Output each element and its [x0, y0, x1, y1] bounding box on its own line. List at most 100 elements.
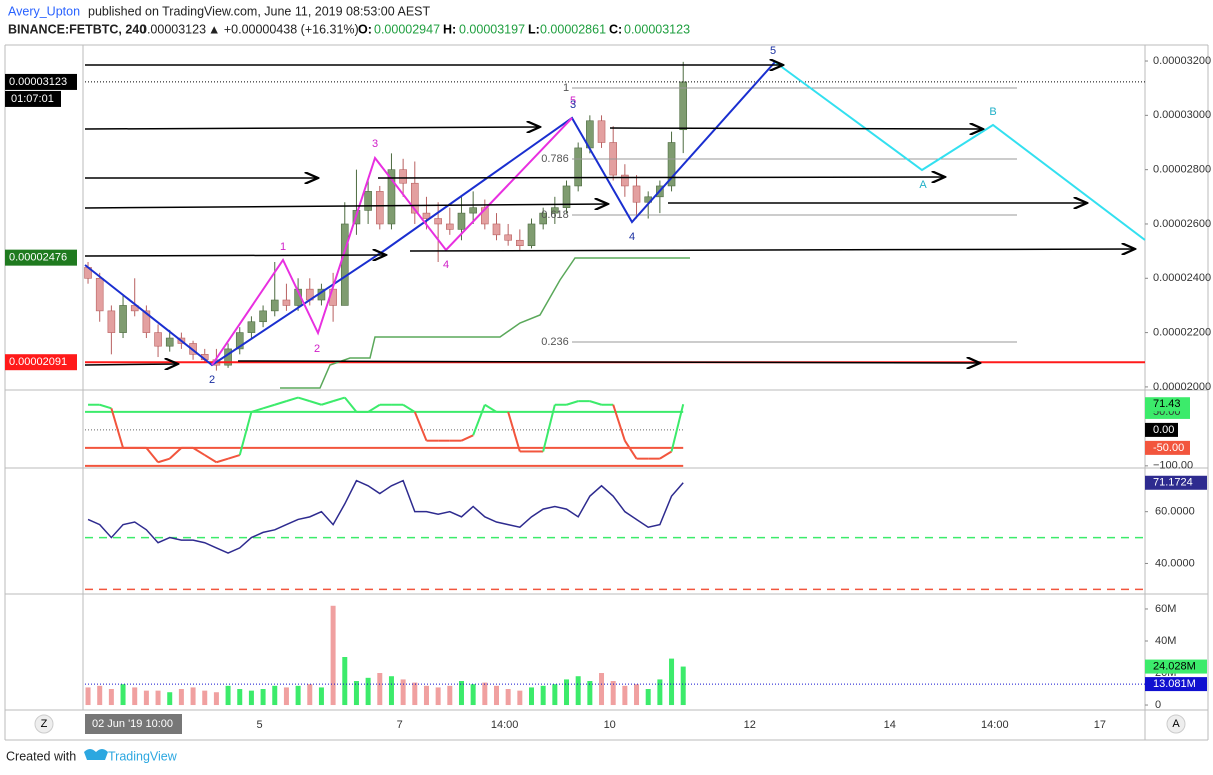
oscillator-segment — [507, 411, 521, 452]
candle-body — [282, 299, 291, 306]
author[interactable]: Avery_Upton — [8, 4, 80, 18]
o-key: O: — [358, 22, 372, 36]
y-tick-label: 0.00003200 — [1153, 55, 1211, 67]
volume-bar — [493, 685, 499, 706]
candle-body — [142, 310, 151, 333]
ma-badge-label: 13.081M — [1153, 678, 1196, 690]
h: 0.00003197 — [459, 22, 525, 36]
oscillator-segment — [670, 403, 685, 452]
candle-body — [562, 185, 571, 208]
volume-bar — [599, 673, 605, 706]
volume-bar — [132, 687, 138, 706]
volume-bar — [377, 673, 383, 706]
y-tick-label: 0.00 — [1153, 424, 1174, 436]
volume-bar — [225, 685, 231, 706]
last-badge-label: 71.43 — [1153, 398, 1181, 410]
volume-bar — [552, 684, 558, 706]
oscillator-segment — [472, 404, 486, 436]
oscillator-segment — [192, 447, 206, 456]
l: 0.00002861 — [540, 22, 606, 36]
candle-body — [154, 332, 162, 347]
x-tick-label: 14 — [884, 719, 896, 731]
candle-body — [387, 169, 396, 225]
price-badge-label: 0.00002091 — [9, 356, 67, 368]
scale-button[interactable] — [1166, 714, 1186, 734]
fib-label: 0.618 — [541, 209, 569, 221]
wave-label: 5 — [570, 95, 576, 107]
volume-bar — [412, 682, 418, 706]
oscillator-segment — [99, 403, 112, 410]
candle-body — [399, 169, 407, 184]
oscillator-segment — [589, 400, 602, 406]
candle-body — [667, 142, 676, 187]
volume-bar — [657, 679, 663, 706]
oscillator-segment — [238, 411, 253, 456]
candle-body — [481, 207, 489, 225]
l-key: L: — [528, 22, 540, 36]
volume-bar — [167, 692, 173, 706]
candle-body — [492, 223, 501, 236]
scale-button[interactable] — [34, 714, 54, 734]
marks: 5 7 14:00 10 12 14 14:00 170.000032000.00003000… — [5, 55, 1211, 731]
wave-label: 2 — [209, 374, 215, 386]
volume-bar — [330, 605, 336, 706]
change: ▲ +0.00000438 (+16.31%) — [208, 22, 359, 36]
frame — [4, 44, 1209, 741]
volume-bar — [482, 682, 488, 706]
volume-bar — [248, 690, 254, 706]
volume-bar — [202, 690, 208, 706]
candle-body — [410, 182, 419, 214]
candle-body — [446, 223, 454, 230]
y-tick-label: -50.00 — [1153, 442, 1184, 454]
candle-body — [270, 299, 279, 312]
last-badge — [1145, 659, 1207, 674]
logo — [84, 749, 108, 760]
volume-bar — [575, 676, 581, 706]
volume-bar — [260, 689, 266, 706]
volume-bar — [120, 684, 126, 706]
y-tick-label: 0.00003000 — [1153, 109, 1211, 121]
x-tick-label: 10 — [604, 719, 616, 731]
line-series — [87, 479, 684, 554]
candle-body — [597, 120, 606, 143]
volume-bar — [610, 681, 616, 706]
volume-bar — [529, 687, 535, 706]
wave-label: 3 — [372, 138, 378, 150]
volume-bar — [237, 689, 243, 706]
volume-bar — [190, 687, 196, 706]
volume-bar — [400, 679, 406, 706]
fib-label: 1 — [563, 82, 569, 94]
volume-bar — [213, 692, 219, 706]
volume-bar — [645, 689, 651, 706]
footer-brand[interactable]: TradingView — [108, 749, 178, 763]
volume-bar — [458, 681, 464, 706]
volume-bar — [564, 679, 570, 706]
x-tick-label: 7 — [397, 719, 403, 731]
volume-bar — [318, 687, 324, 706]
oscillator-segment — [286, 396, 299, 403]
oscillator-segment — [612, 404, 626, 441]
price-badge-label: 0.00003123 — [9, 76, 67, 88]
wave-label: A — [919, 179, 927, 191]
wave-label: 4 — [443, 259, 449, 271]
oscillator-segment — [367, 403, 381, 413]
scale-button-label[interactable]: Z — [41, 718, 48, 730]
y-tick-label: 0.00002800 — [1153, 164, 1211, 176]
candle-body — [679, 81, 688, 131]
volume-bar — [353, 681, 359, 706]
oscillator-segment — [274, 400, 287, 406]
candle-body — [621, 174, 629, 187]
oscillator-segment — [227, 454, 241, 460]
oscillator-segment — [309, 400, 322, 406]
ma-badge — [1145, 677, 1207, 692]
x-tick-label: 14:00 — [981, 719, 1009, 731]
scale-button-label[interactable]: A — [1172, 718, 1180, 730]
oscillator-segment — [145, 447, 159, 463]
y-tick-label: 0.00002400 — [1153, 272, 1211, 284]
candle-body — [457, 212, 466, 230]
oscillator-segment — [251, 407, 264, 413]
volume-bar — [435, 687, 441, 706]
volume-bar — [669, 658, 675, 706]
volume-bar — [365, 677, 371, 706]
candle-body — [632, 185, 641, 203]
